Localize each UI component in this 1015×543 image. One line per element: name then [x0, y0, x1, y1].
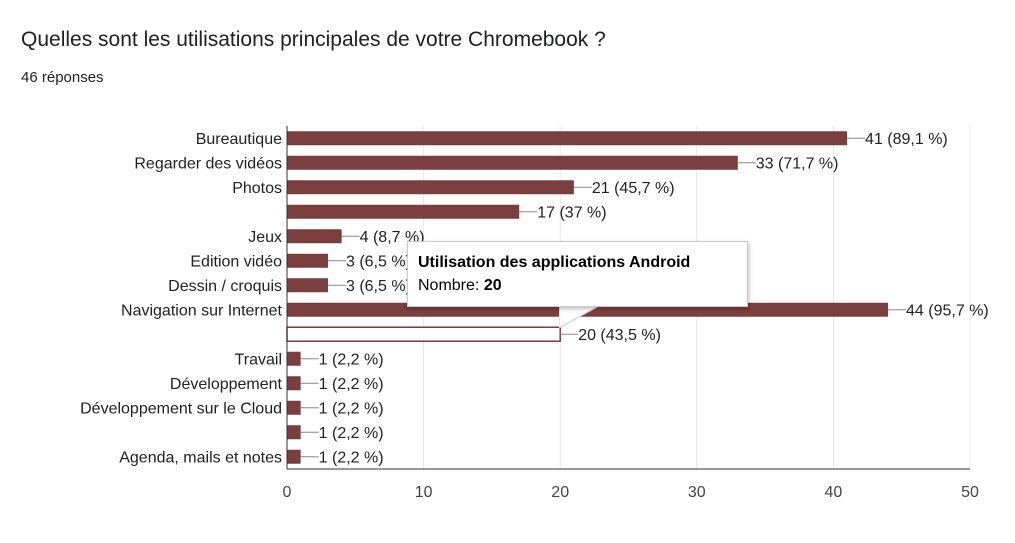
data-label: 17 (37 %)	[537, 204, 606, 221]
tooltip-value: 20	[483, 277, 502, 294]
question-title: Quelles sont les utilisations principale…	[21, 28, 606, 51]
data-label: 33 (71,7 %)	[756, 155, 839, 172]
tooltip-line: Nombre: 20	[418, 277, 737, 295]
x-tick-label: 50	[961, 484, 979, 501]
bar	[287, 131, 848, 146]
bar	[287, 425, 301, 440]
bar	[287, 155, 738, 170]
data-label: 3 (6,5 %)	[346, 253, 411, 270]
data-label: 3 (6,5 %)	[346, 278, 411, 295]
data-label: 1 (2,2 %)	[319, 425, 384, 442]
bar	[287, 180, 574, 195]
category-label: Navigation sur Internet	[121, 302, 283, 319]
tooltip-value-label: Nombre:	[418, 277, 480, 294]
response-count: 46 réponses	[21, 69, 104, 86]
data-label: 1 (2,2 %)	[319, 376, 384, 393]
category-label: Bureautique	[196, 131, 282, 148]
data-label: 1 (2,2 %)	[319, 449, 384, 466]
bar	[287, 376, 301, 391]
bar	[287, 449, 301, 464]
bar	[287, 253, 328, 268]
category-label: Développement	[170, 376, 283, 393]
category-label: Jeux	[248, 229, 282, 246]
tooltip-pointer	[559, 306, 599, 328]
data-label: 1 (2,2 %)	[319, 351, 384, 368]
x-tick-label: 0	[283, 484, 292, 501]
bar	[287, 400, 301, 415]
bar	[287, 229, 342, 244]
bar	[287, 278, 328, 293]
bar	[287, 351, 301, 366]
data-label: 21 (45,7 %)	[592, 180, 675, 197]
category-label: Développement sur le Cloud	[80, 400, 282, 417]
category-label: Edition vidéo	[190, 253, 282, 270]
data-label: 44 (95,7 %)	[906, 302, 989, 319]
x-tick-label: 20	[551, 484, 569, 501]
data-label: 20 (43,5 %)	[578, 327, 661, 344]
bar	[286, 326, 561, 342]
tooltip: Utilisation des applications Android Nom…	[407, 241, 748, 307]
category-label: Dessin / croquis	[168, 278, 282, 295]
category-label: Travail	[235, 351, 282, 368]
category-label: Regarder des vidéos	[134, 155, 282, 172]
tooltip-title: Utilisation des applications Android	[418, 254, 691, 271]
data-label: 41 (89,1 %)	[865, 131, 948, 148]
category-label: Photos	[232, 180, 282, 197]
x-tick-label: 10	[415, 484, 433, 501]
x-tick-label: 30	[688, 484, 706, 501]
bar	[287, 204, 520, 219]
x-tick-label: 40	[825, 484, 843, 501]
category-label: Agenda, mails et notes	[119, 449, 282, 466]
data-label: 1 (2,2 %)	[319, 400, 384, 417]
